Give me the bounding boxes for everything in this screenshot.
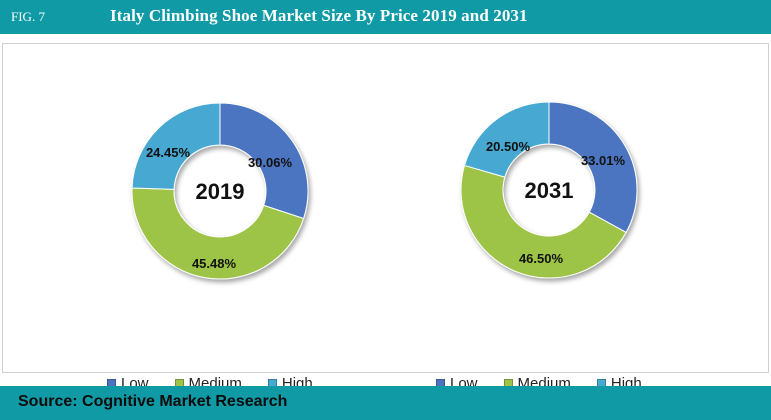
- data-label-2019-high: 24.45%: [146, 145, 191, 160]
- donut-2031: [460, 101, 638, 279]
- header-bar: FIG. 7 Italy Climbing Shoe Market Size B…: [0, 0, 771, 34]
- slice-2031-low: [548, 101, 638, 234]
- slice-2019-medium: [131, 187, 305, 280]
- data-label-2019-low: 30.06%: [248, 155, 293, 170]
- slice-2031-medium: [460, 164, 627, 279]
- donut-2019: [131, 102, 309, 280]
- slice-2019-low: [219, 102, 309, 220]
- chart-area: 2019 30.06% 45.48% 24.45% 2031 33.01% 46.50% 20…: [2, 43, 769, 392]
- center-label-2019: 2019: [196, 179, 245, 204]
- data-label-2019-medium: 45.48%: [192, 256, 237, 271]
- figure-label: FIG. 7: [11, 9, 45, 24]
- data-label-2031-low: 33.01%: [581, 153, 626, 168]
- footer-bar: Source: Cognitive Market Research: [0, 386, 771, 420]
- slice-2031-high: [463, 101, 550, 178]
- source-credit: Source: Cognitive Market Research: [18, 393, 288, 410]
- slice-2019-high: [131, 102, 221, 190]
- data-label-2031-medium: 46.50%: [519, 251, 564, 266]
- center-label-2031: 2031: [525, 178, 574, 203]
- data-label-2031-high: 20.50%: [486, 139, 531, 154]
- chart-title: Italy Climbing Shoe Market Size By Price…: [110, 6, 528, 25]
